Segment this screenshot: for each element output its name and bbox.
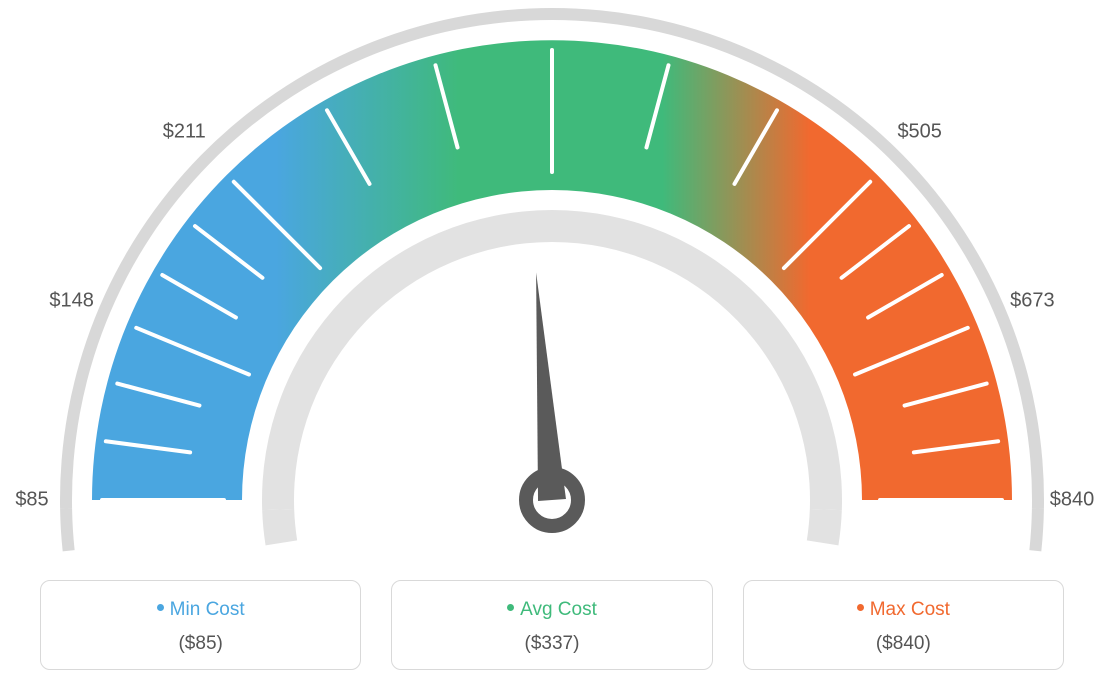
avg-cost-label: Avg Cost xyxy=(520,599,597,620)
max-dot-icon xyxy=(857,604,864,611)
max-cost-title: Max Cost xyxy=(857,599,950,621)
gauge-svg xyxy=(0,0,1104,560)
gauge-tick-label: $85 xyxy=(15,489,48,512)
avg-cost-card: Avg Cost ($337) xyxy=(391,580,712,670)
avg-dot-icon xyxy=(507,604,514,611)
min-dot-icon xyxy=(157,604,164,611)
avg-cost-value: ($337) xyxy=(402,633,701,655)
min-cost-value: ($85) xyxy=(51,633,350,655)
gauge-wrap: $85$148$211$337$505$673$840 xyxy=(0,0,1104,560)
min-cost-card: Min Cost ($85) xyxy=(40,580,361,670)
gauge-tick-label: $148 xyxy=(49,290,94,313)
gauge-tick-label: $840 xyxy=(1050,489,1095,512)
cost-cards: Min Cost ($85) Avg Cost ($337) Max Cost … xyxy=(0,580,1104,670)
chart-container: $85$148$211$337$505$673$840 Min Cost ($8… xyxy=(0,0,1104,690)
min-cost-label: Min Cost xyxy=(170,599,245,620)
gauge-tick-label: $211 xyxy=(163,121,206,144)
max-cost-value: ($840) xyxy=(754,633,1053,655)
gauge-tick-label: $505 xyxy=(897,121,942,144)
avg-cost-title: Avg Cost xyxy=(507,599,597,621)
max-cost-label: Max Cost xyxy=(870,599,950,620)
max-cost-card: Max Cost ($840) xyxy=(743,580,1064,670)
min-cost-title: Min Cost xyxy=(157,599,245,621)
gauge-tick-label: $673 xyxy=(1010,290,1055,313)
